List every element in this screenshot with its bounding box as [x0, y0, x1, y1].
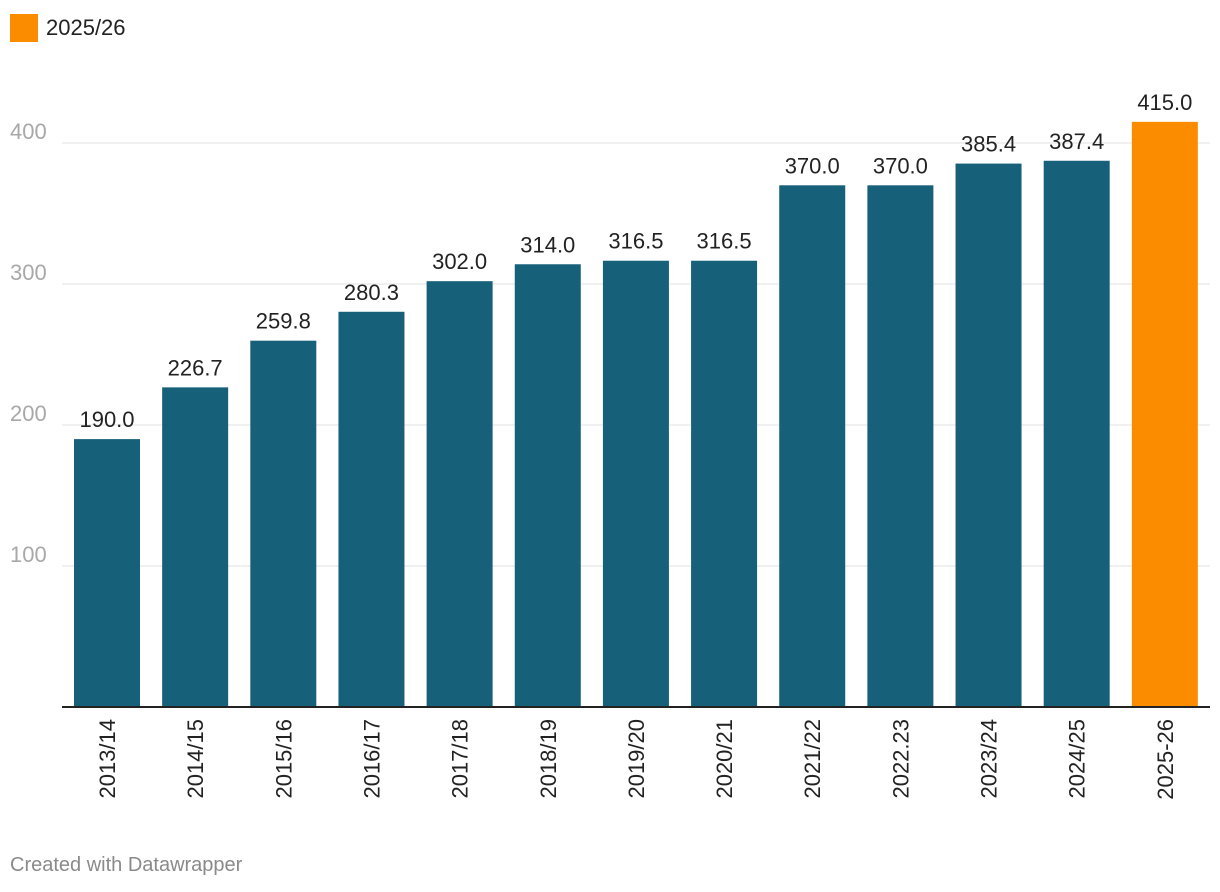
x-tick-label: 2019/20 [624, 719, 649, 799]
bar-value-label: 302.0 [432, 249, 487, 274]
bar-value-label: 385.4 [961, 132, 1016, 157]
x-tick-label: 2024/25 [1065, 719, 1090, 799]
footer-credit: Created with Datawrapper [10, 854, 243, 876]
bar-value-label: 190.0 [79, 407, 134, 432]
bar [955, 163, 1022, 707]
x-tick-label: 2022.23 [888, 719, 913, 799]
x-tick-label: 2013/14 [95, 719, 120, 799]
legend-swatch [10, 14, 38, 42]
x-tick-label: 2014/15 [183, 719, 208, 799]
x-tick-label: 2020/21 [712, 719, 737, 799]
bar-value-label: 316.5 [608, 229, 663, 254]
bar [162, 387, 229, 707]
bar-value-label: 316.5 [697, 229, 752, 254]
bar [74, 439, 140, 707]
bar-value-label: 226.7 [168, 355, 223, 380]
x-tick-label: 2018/19 [536, 719, 561, 799]
bar [338, 311, 405, 707]
bar-value-label: 314.0 [520, 232, 575, 257]
bar [514, 264, 581, 707]
bar-value-label: 370.0 [873, 153, 928, 178]
legend-label: 2025/26 [46, 15, 126, 40]
x-tick-label: 2025-26 [1153, 719, 1178, 800]
bar [867, 185, 934, 708]
bar-value-label: 415.0 [1137, 90, 1192, 115]
bar-value-label: 387.4 [1049, 129, 1104, 154]
x-tick-label: 2016/17 [359, 719, 384, 799]
bar-chart: 100 200 300 400 190.0 2013/14 226.7 2014/15 259.… [10, 90, 1210, 800]
bar-value-label: 259.8 [256, 309, 311, 334]
bar [779, 185, 846, 708]
bar [1131, 121, 1198, 708]
x-tick-label: 2023/24 [977, 719, 1002, 799]
y-tick-label: 200 [10, 401, 47, 426]
bar-value-label: 280.3 [344, 280, 399, 305]
x-tick-label: 2021/22 [800, 719, 825, 799]
y-tick-label: 400 [10, 119, 47, 144]
bar [602, 260, 669, 707]
bar-value-label: 370.0 [785, 153, 840, 178]
x-tick-label: 2017/18 [448, 719, 473, 799]
x-tick-label: 2015/16 [271, 719, 296, 799]
bar [1043, 160, 1110, 708]
bar [691, 260, 758, 707]
bar [250, 340, 317, 707]
y-tick-label: 300 [10, 260, 47, 285]
legend: 2025/26 [10, 14, 126, 42]
y-tick-label: 100 [10, 542, 47, 567]
bar [426, 281, 493, 707]
